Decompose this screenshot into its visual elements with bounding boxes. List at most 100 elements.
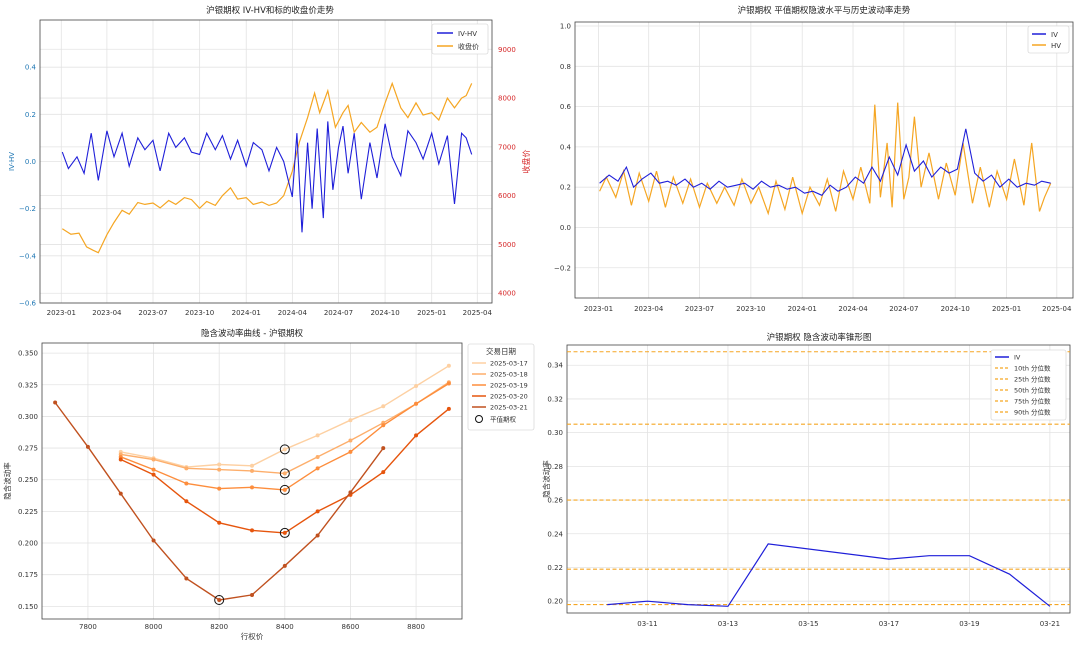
x-tick-label: 2024-07 [324, 309, 353, 317]
iv-hv-line [61, 121, 473, 233]
atm-iv-hv-chart: 沪银期权 平值期权隐波水平与历史波动率走势 2023-01 2023-04 2023-… [554, 5, 1074, 313]
x-tick-label: 2025-04 [463, 309, 493, 317]
x-tick-label: 03-13 [718, 620, 738, 628]
y-axis-label: IV-HV [8, 152, 16, 171]
iv-line [599, 128, 1051, 196]
x-tick-label: 2023-04 [92, 309, 122, 317]
legend-label-iv: IV [1014, 354, 1021, 362]
iv-point [85, 444, 90, 449]
iv-point [446, 363, 451, 368]
y-tick-label: 0.200 [18, 540, 38, 548]
legend-label-date: 2025-03-17 [490, 360, 528, 368]
legend-label-close-price: 收盘价 [458, 42, 479, 51]
y-tick-label: −0.2 [554, 264, 571, 272]
iv-point [250, 485, 254, 490]
atm-marker [279, 484, 290, 495]
legend-label-iv-hv: IV-HV [458, 30, 477, 38]
x-tick-label: 2025-01 [417, 309, 446, 317]
y-tick-label: 0.8 [560, 63, 571, 71]
iv-point [53, 400, 58, 405]
y-tick-label: 0.150 [18, 603, 38, 611]
y2-tick-label: 4000 [498, 290, 516, 298]
iv-smile-chart: 隐含波动率曲线 - 沪银期权 7800 8000 8200 8400 8600 8800 0.… [2, 328, 535, 641]
chart-title: 沪银期权 IV-HV和标的收盘价走势 [206, 5, 334, 16]
y2-tick-label: 5000 [498, 241, 516, 249]
x-tick-label: 2024-07 [889, 305, 918, 313]
y-tick-label: 0.4 [25, 64, 37, 72]
iv-point [446, 381, 451, 386]
legend-label-percentile: 25th 分位数 [1014, 375, 1051, 384]
iv-point [184, 466, 189, 471]
x-axis-label: 行权价 [241, 631, 264, 641]
x-tick-label: 03-19 [959, 620, 979, 628]
legend-label-iv: IV [1051, 31, 1058, 39]
legend-label-atm: 平值期权 [490, 415, 517, 424]
x-tick-label: 03-15 [798, 620, 818, 628]
x-tick-label: 2023-01 [47, 309, 76, 317]
chart-title: 沪银期权 平值期权隐波水平与历史波动率走势 [738, 5, 911, 16]
x-tick-label: 2023-07 [138, 309, 167, 317]
iv-point [250, 528, 254, 533]
plot-frame [566, 344, 1071, 614]
legend-label-percentile: 90th 分位数 [1014, 408, 1051, 417]
iv-point [118, 491, 123, 496]
x-tick-label: 8400 [276, 623, 294, 631]
plot-frame [41, 342, 463, 620]
legend-label-percentile: 50th 分位数 [1014, 386, 1051, 395]
iv-point [414, 401, 419, 406]
x-tick-label: 2024-04 [838, 305, 868, 313]
iv-point [217, 462, 222, 467]
iv-point [315, 466, 320, 471]
iv-point [217, 598, 222, 603]
y-tick-label: 0.6 [560, 103, 572, 111]
y-tick-label: 0.0 [560, 224, 571, 232]
x-tick-label: 2023-07 [685, 305, 714, 313]
y2-tick-label: 6000 [498, 192, 516, 200]
iv-point [315, 454, 320, 459]
y-tick-label: 0.30 [547, 429, 563, 437]
iv-point [217, 467, 222, 472]
iv-point [250, 592, 254, 597]
y-tick-label: 0.20 [547, 598, 563, 606]
iv-point [118, 457, 123, 462]
iv-point [282, 530, 287, 535]
y-tick-label: 0.275 [18, 445, 38, 453]
x-tick-label: 03-17 [879, 620, 899, 628]
legend-title: 交易日期 [486, 346, 516, 356]
chart-title: 沪银期权 隐含波动率锥形图 [767, 332, 872, 343]
y-tick-label: 0.32 [547, 395, 563, 403]
x-tick-label: 2023-10 [736, 305, 765, 313]
y-tick-label: 0.2 [25, 111, 36, 119]
iv-point [151, 472, 156, 477]
iv-point [151, 538, 156, 543]
iv-point [446, 406, 451, 411]
iv-point [282, 447, 287, 452]
x-tick-label: 2025-01 [992, 305, 1021, 313]
iv-point [282, 487, 287, 492]
atm-marker [214, 595, 225, 606]
iv-point [282, 471, 287, 476]
x-tick-label: 2024-04 [278, 309, 308, 317]
iv-point [381, 470, 386, 475]
iv-line [607, 543, 1051, 607]
x-tick-label: 03-21 [1040, 620, 1060, 628]
iv-point [414, 433, 419, 438]
y-tick-label: 0.24 [547, 530, 563, 538]
iv-point [414, 384, 419, 389]
iv-point [348, 438, 353, 443]
iv-point [315, 509, 320, 514]
chart-title: 隐含波动率曲线 - 沪银期权 [201, 328, 303, 339]
iv-point [184, 499, 189, 504]
x-tick-label: 2025-04 [1042, 305, 1072, 313]
y-tick-label: 0.2 [560, 184, 571, 192]
iv-point [315, 533, 320, 538]
y-tick-label: 0.350 [18, 350, 38, 358]
iv-point [184, 576, 189, 581]
legend-box [990, 349, 1067, 421]
x-tick-label: 7800 [79, 623, 97, 631]
iv-point [348, 449, 353, 454]
legend-box [467, 343, 535, 431]
iv-point [217, 520, 222, 525]
y-tick-label: 0.300 [18, 413, 38, 421]
